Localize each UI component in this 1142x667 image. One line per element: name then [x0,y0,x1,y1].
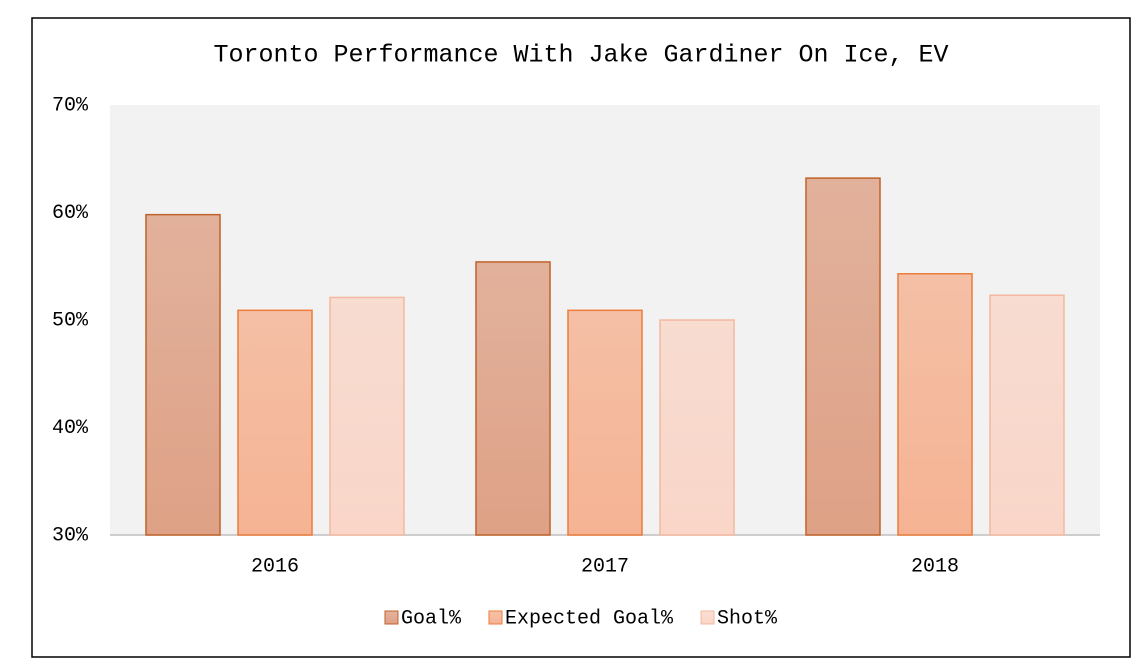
chart-title: Toronto Performance With Jake Gardiner O… [213,41,948,70]
y-tick-label: 70% [52,94,89,117]
legend-label: Goal% [401,607,462,630]
legend-item: Shot% [700,607,778,630]
bar [805,177,881,536]
y-tick-label: 40% [52,417,89,440]
x-tick-label: 2018 [911,555,959,578]
bar [897,273,973,536]
legend-item: Expected Goal% [488,607,674,630]
legend-label: Expected Goal% [505,607,674,630]
legend-label: Shot% [717,607,778,630]
y-tick-label: 30% [52,524,89,547]
y-tick-label: 60% [52,202,89,225]
bar [329,296,405,536]
bar [989,294,1065,536]
x-tick-label: 2017 [581,555,629,578]
x-tick-label: 2016 [251,555,299,578]
legend-item: Goal% [384,607,462,630]
legend-swatch [488,610,503,625]
bar [567,309,643,536]
legend-swatch [700,610,715,625]
bar [659,319,735,536]
bar [475,261,551,536]
legend-swatch [384,610,399,625]
bar [145,213,221,536]
bar [237,309,313,536]
legend: Goal% Expected Goal% Shot% [384,607,778,630]
y-tick-label: 50% [52,309,89,332]
